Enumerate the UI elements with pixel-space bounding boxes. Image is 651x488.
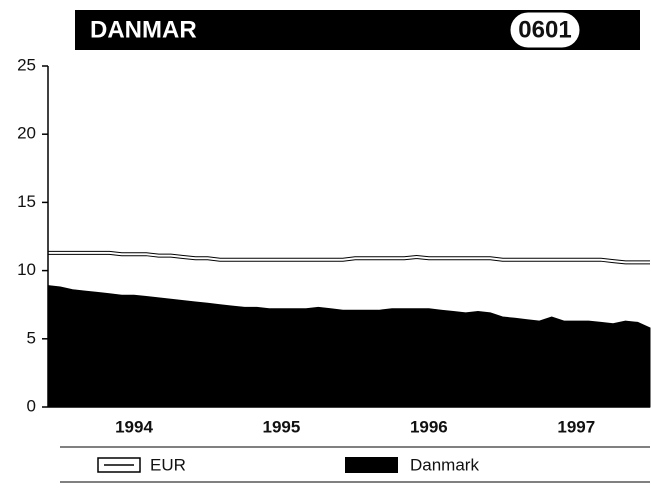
y-tick-label: 20 — [17, 124, 36, 143]
x-tick-label: 1997 — [557, 417, 595, 436]
y-tick-label: 10 — [17, 260, 36, 279]
y-tick-label: 0 — [27, 396, 36, 415]
legend-label: Danmark — [410, 455, 479, 474]
header-code: 0601 — [518, 16, 571, 43]
y-tick-label: 25 — [17, 55, 36, 74]
legend-label: EUR — [150, 455, 186, 474]
y-tick-label: 5 — [27, 328, 36, 347]
y-tick-label: 15 — [17, 192, 36, 211]
code-badge — [509, 11, 581, 49]
legend-swatch — [345, 457, 398, 473]
x-tick-label: 1994 — [115, 417, 153, 436]
header-title: DANMAR — [90, 16, 197, 43]
x-tick-label: 1995 — [263, 417, 301, 436]
x-tick-label: 1996 — [410, 417, 448, 436]
line — [48, 251, 650, 264]
area — [47, 285, 651, 408]
